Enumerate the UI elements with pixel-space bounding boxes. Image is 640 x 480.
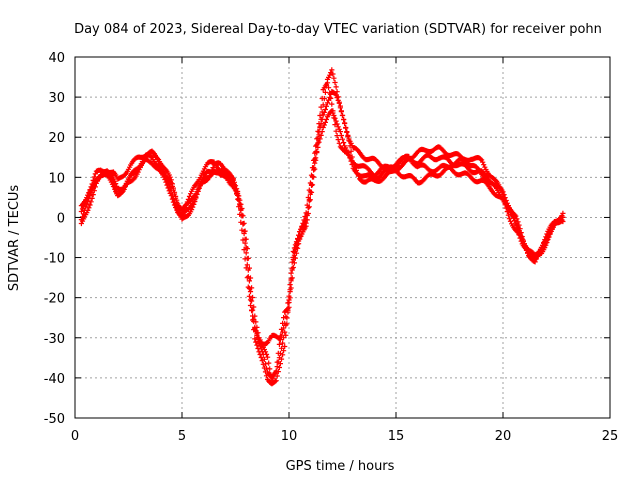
x-tick-label: 15 xyxy=(388,429,405,444)
plus-markers-track-d xyxy=(78,80,566,347)
y-tick-label: -40 xyxy=(44,372,65,387)
series-track-d xyxy=(78,80,566,347)
plot-area-frame xyxy=(74,56,611,419)
y-tick-label: 10 xyxy=(48,171,65,186)
y-tick-label: -10 xyxy=(44,252,65,267)
y-tick-label: 30 xyxy=(48,91,65,106)
y-tick-label: -30 xyxy=(44,332,65,347)
x-axis: 0 5 10 15 20 25 xyxy=(71,57,618,444)
x-tick-label: 5 xyxy=(178,429,186,444)
x-tick-label: 0 xyxy=(71,429,79,444)
x-tick-label: 20 xyxy=(495,429,512,444)
y-axis-label: SDTVAR / TECUs xyxy=(7,185,22,292)
y-tick-label: -50 xyxy=(44,412,65,427)
y-axis: -50 -40 -30 -20 -10 0 10 20 30 40 xyxy=(44,51,610,427)
data-marks xyxy=(78,67,566,387)
y-tick-label: 20 xyxy=(48,131,65,146)
y-tick-label: 0 xyxy=(57,211,65,226)
x-tick-label: 25 xyxy=(602,429,619,444)
y-tick-label: -20 xyxy=(44,292,65,307)
x-axis-label: GPS time / hours xyxy=(286,459,395,474)
chart-title: Day 084 of 2023, Sidereal Day-to-day VTE… xyxy=(74,22,602,37)
y-tick-label: 40 xyxy=(48,51,65,66)
x-tick-label: 10 xyxy=(281,429,298,444)
grid xyxy=(75,57,610,418)
